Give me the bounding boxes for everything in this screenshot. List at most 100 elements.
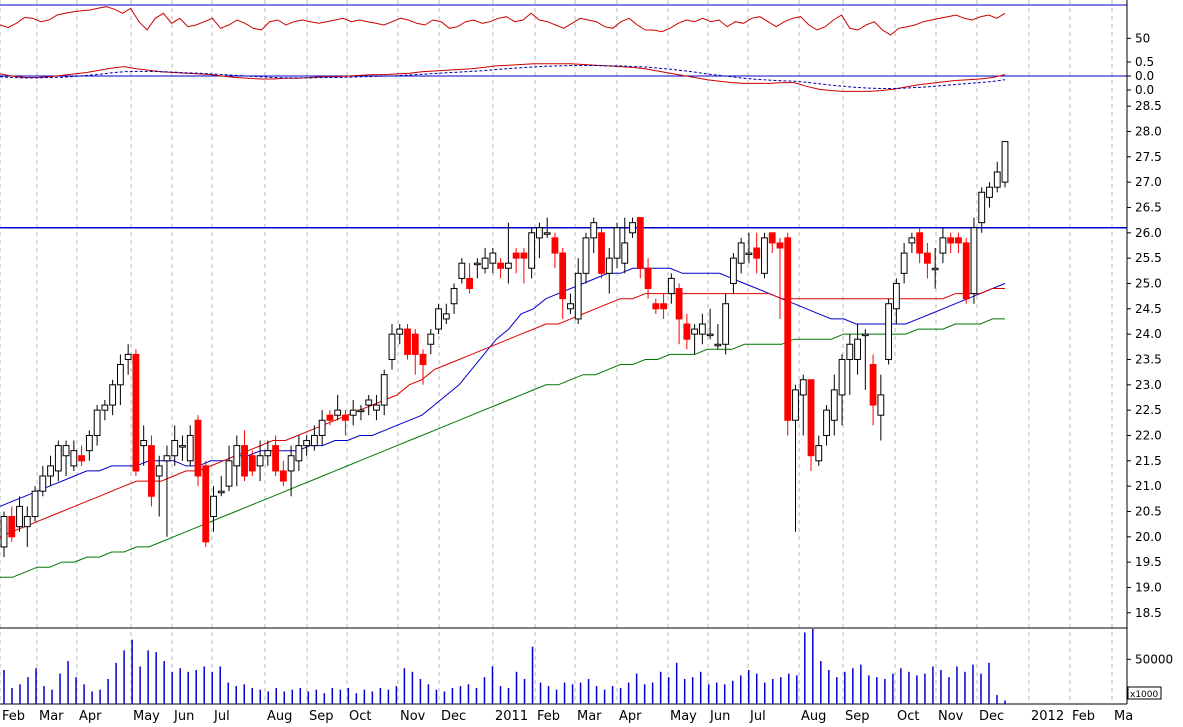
candle-body <box>660 303 667 310</box>
candlestick <box>861 329 869 390</box>
candlestick <box>978 187 986 233</box>
candlestick <box>753 232 761 274</box>
x-tick-label: 2012 <box>1031 709 1064 723</box>
candle-body <box>473 262 481 266</box>
candlestick <box>225 445 233 492</box>
candlestick <box>730 253 737 294</box>
candle-body <box>16 505 23 528</box>
price-tick-label: 26.0 <box>1135 226 1162 240</box>
candlestick <box>155 455 163 517</box>
candlestick <box>520 248 528 284</box>
candlestick <box>955 232 962 254</box>
candlestick <box>357 405 365 421</box>
candlestick <box>295 435 303 471</box>
x-tick-label: Sep <box>845 709 870 723</box>
x-tick-label: Nov <box>938 709 964 723</box>
candlestick <box>536 222 543 259</box>
candle-body <box>644 267 652 290</box>
candlestick <box>256 440 264 482</box>
candle-body <box>163 455 171 462</box>
candlestick <box>287 445 295 497</box>
candlestick <box>854 324 861 375</box>
x-tick-label: Dec <box>441 709 466 723</box>
candlestick <box>70 440 78 471</box>
x-tick-label: Aug <box>801 709 826 723</box>
candlestick <box>248 450 256 476</box>
candlestick <box>8 506 16 542</box>
candlestick <box>598 227 605 279</box>
candlestick <box>621 217 629 274</box>
candlestick <box>698 313 706 345</box>
candlestick <box>512 248 520 274</box>
price-tick-label: 19.0 <box>1135 580 1162 594</box>
candle-body <box>799 379 807 396</box>
candlestick <box>714 324 722 350</box>
candle-body <box>908 237 916 244</box>
candle-body <box>373 404 380 411</box>
candlestick <box>380 369 388 416</box>
candlestick <box>784 232 792 436</box>
candlestick <box>683 313 691 350</box>
candlestick <box>349 400 357 426</box>
candle-body <box>931 267 939 271</box>
candlestick <box>427 329 435 355</box>
x-tick-label: Aug <box>267 709 292 723</box>
candle-body <box>419 353 427 366</box>
candle-body <box>458 262 466 279</box>
candle-body <box>683 323 691 340</box>
x-tick-label: 2011 <box>495 709 528 723</box>
candlestick <box>652 298 660 314</box>
candlestick <box>706 308 714 340</box>
candle-body <box>652 303 660 310</box>
candle-body <box>85 434 93 452</box>
x-tick-label: Feb <box>537 709 560 723</box>
candle-body <box>504 262 512 269</box>
moving-average-slow <box>0 318 1005 578</box>
candle-body <box>869 364 877 406</box>
x-tick-label: Jul <box>213 709 230 723</box>
candlestick <box>303 435 311 456</box>
candle-body <box>295 445 303 462</box>
x-tick-label: May <box>133 709 160 723</box>
candlestick <box>986 182 993 208</box>
candle-body <box>256 455 264 467</box>
grid <box>0 0 1128 705</box>
candlestick <box>970 217 978 304</box>
price-tick-label: 18.5 <box>1135 606 1162 620</box>
candlestick <box>334 394 342 421</box>
candlestick <box>373 394 380 421</box>
candle-body <box>248 455 256 472</box>
candlestick <box>574 258 582 324</box>
moving-average-mid <box>0 288 1005 538</box>
candle-body <box>279 470 287 482</box>
candle-body <box>613 227 621 259</box>
candle-body <box>598 232 605 274</box>
candle-body <box>93 409 101 436</box>
candle-body <box>179 445 186 448</box>
candle-body <box>629 222 636 234</box>
candle-body <box>675 288 683 320</box>
candlestick <box>326 410 334 426</box>
candlestick <box>39 465 47 497</box>
candlestick <box>900 242 908 284</box>
candle-body <box>54 445 62 472</box>
price-tick-label: 25.0 <box>1135 276 1162 290</box>
candlestick <box>23 506 31 547</box>
candlestick <box>54 440 62 482</box>
candlestick <box>272 435 279 476</box>
candle-body <box>830 389 838 421</box>
candle-body <box>124 353 132 360</box>
candlestick <box>473 258 481 279</box>
candlestick <box>761 232 768 279</box>
volume-unit-box <box>1127 686 1162 700</box>
candle-body <box>939 237 947 254</box>
volume-unit-label: x1000 <box>1130 690 1159 700</box>
candlestick <box>846 334 854 395</box>
x-tick-label: Apr <box>79 709 102 723</box>
x-tick-label: Apr <box>619 709 642 723</box>
x-tick-label: Mar <box>577 709 602 723</box>
candlestick <box>466 263 473 294</box>
candle-body <box>962 242 970 300</box>
